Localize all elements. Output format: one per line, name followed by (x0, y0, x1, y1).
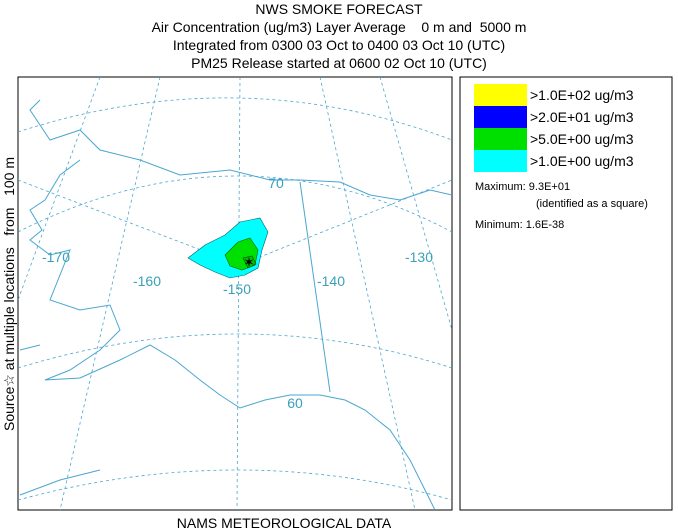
legend-label: >1.0E+02 ug/m3 (530, 87, 634, 103)
header-line: Air Concentration (ug/m3) Layer Average … (152, 19, 527, 35)
legend: >1.0E+02 ug/m3 >2.0E+01 ug/m3 >5.0E+00 ug/… (474, 84, 634, 172)
side-label: Source☆ at multiple locations from 100 m (1, 157, 17, 431)
graticule (18, 469, 452, 501)
map: ✶ -170 -160 -150 -140 -130 70 60 (17, 76, 453, 511)
coastline (19, 344, 41, 351)
plume (242, 255, 257, 269)
graticule (18, 179, 452, 266)
coastline (29, 99, 452, 201)
map-label: -170 (42, 249, 70, 265)
legend-label: >5.0E+00 ug/m3 (530, 131, 634, 147)
legend-label: >2.0E+01 ug/m3 (530, 109, 634, 125)
legend-swatch (474, 84, 527, 106)
maximum-note: (identified as a square) (536, 198, 648, 210)
map-frame (17, 76, 453, 511)
graticule (379, 77, 452, 331)
header-line: PM25 Release started at 0600 02 Oct 10 (… (191, 55, 487, 71)
coastline (19, 469, 101, 496)
map-label: 70 (268, 175, 284, 191)
map-label: -140 (317, 273, 345, 289)
header-line: Integrated from 0300 03 Oct to 0400 03 O… (173, 37, 505, 53)
map-label: -130 (405, 249, 433, 265)
map-label: -150 (223, 281, 251, 297)
source-marker: ✶ (243, 254, 255, 270)
coastline (29, 159, 436, 510)
graticule (18, 333, 452, 369)
map-label: -160 (133, 273, 161, 289)
graticule (319, 77, 416, 510)
legend-label: >1.0E+00 ug/m3 (530, 153, 634, 169)
legend-swatch (474, 128, 527, 150)
map-label: 60 (287, 395, 303, 411)
minimum: Minimum: 1.6E-38 (475, 219, 564, 231)
maximum: Maximum: 9.3E+01 (475, 181, 570, 193)
graticule (236, 77, 241, 510)
border (299, 181, 331, 393)
legend-swatch (474, 106, 527, 128)
graticule (59, 77, 161, 510)
title: NWS SMOKE FORECAST (255, 1, 423, 17)
graticule (18, 97, 452, 141)
graticule (18, 175, 452, 233)
legend-swatch (474, 150, 527, 172)
footer: NAMS METEOROLOGICAL DATA (177, 515, 392, 531)
